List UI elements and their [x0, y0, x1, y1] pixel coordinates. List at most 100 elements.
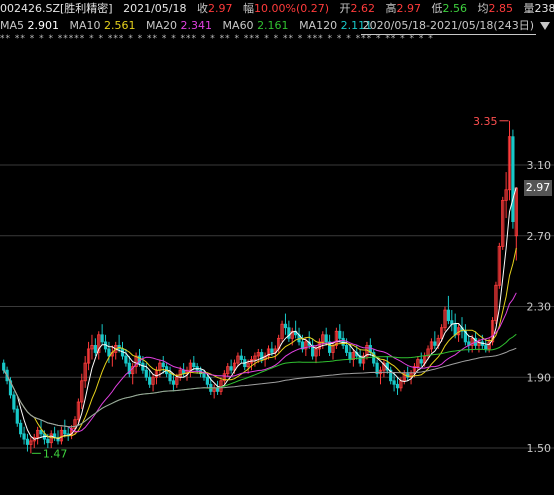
candle-body — [36, 429, 40, 438]
candle-body — [90, 345, 94, 350]
stock-name: [胜利精密] — [60, 2, 113, 15]
ma120-label: MA120 — [299, 19, 338, 32]
high-label: 高 — [385, 2, 397, 15]
candle-body — [341, 337, 345, 346]
event-markers: ** ** * * * ***** * * *** * * ** * * ***… — [0, 34, 434, 44]
low-label: 低 — [431, 2, 443, 15]
candle-body — [25, 438, 30, 445]
candle-body — [314, 348, 318, 357]
candle-body — [127, 362, 131, 375]
y-tick-label: 1.50 — [527, 442, 552, 455]
candle-body — [141, 362, 145, 371]
candle-body — [280, 323, 284, 339]
avg-value: 2.85 — [488, 2, 514, 15]
candle-body — [321, 334, 325, 343]
ma120-value: 2.111 — [340, 19, 373, 32]
ma20-label: MA20 — [146, 19, 178, 32]
low-value: 2.56 — [442, 2, 468, 15]
candle-body — [490, 320, 495, 343]
candle-body — [372, 352, 376, 364]
candle-body — [494, 284, 498, 322]
candle-body — [416, 359, 420, 368]
candle-body — [256, 352, 260, 357]
quote-header: 002426.SZ[胜利精密] 2021/05/18 收2.97 幅10.00%… — [0, 0, 554, 18]
ma5-value: 2.901 — [27, 19, 60, 32]
candle-body — [192, 362, 196, 368]
candle-body — [311, 345, 315, 357]
candle-body — [497, 245, 501, 286]
low-annotation: 1.47 — [43, 447, 68, 460]
candle-body — [239, 355, 243, 360]
candle-body — [266, 348, 271, 357]
high-value: 2.97 — [396, 2, 422, 15]
candle-body — [246, 362, 250, 368]
candle-body — [205, 376, 209, 385]
candle-body — [226, 366, 230, 375]
candle-body — [148, 376, 152, 385]
candle-body — [270, 348, 274, 353]
candle-body — [260, 352, 264, 360]
candle-body — [171, 380, 176, 385]
candle-body — [334, 330, 338, 346]
candle-body — [222, 373, 226, 382]
candle-body — [107, 348, 111, 357]
candle-body — [168, 373, 172, 382]
date-range-selector[interactable]: 2020/05/18-2021/05/18(243日) — [360, 18, 536, 35]
open-value: 2.62 — [350, 2, 376, 15]
candle-body — [151, 376, 155, 385]
candle-body — [392, 380, 396, 385]
candle-body — [80, 380, 84, 403]
candle-body — [507, 136, 512, 191]
candle-body — [86, 348, 91, 364]
change-value: 10.00%(0.27) — [254, 2, 330, 15]
candle-body — [93, 345, 97, 353]
candle-body — [161, 362, 165, 368]
candle-body — [338, 330, 342, 339]
ma60-label: MA60 — [222, 19, 254, 32]
volume-value: 238万 — [534, 2, 554, 15]
candle-body — [8, 380, 13, 396]
candle-body — [409, 373, 413, 378]
change-label: 幅 — [243, 2, 255, 15]
candle-body — [344, 345, 349, 353]
candle-body — [402, 373, 406, 382]
candle-body — [185, 369, 189, 375]
candle-body — [114, 345, 118, 353]
candle-body — [59, 429, 64, 442]
y-tick-label: 3.10 — [527, 159, 552, 172]
candle-body — [453, 323, 457, 336]
ma10-value: 2.561 — [104, 19, 136, 32]
candle-body — [97, 334, 101, 353]
chevron-down-icon[interactable] — [540, 22, 550, 30]
candle-body — [283, 323, 288, 329]
ma10-label: MA10 — [69, 19, 101, 32]
candle-body — [287, 327, 291, 339]
candle-body — [12, 394, 16, 410]
candle-body — [49, 433, 53, 444]
candle-body — [443, 309, 447, 329]
candle-body — [124, 355, 128, 364]
candle-body — [504, 189, 508, 201]
close-label: 收 — [197, 2, 209, 15]
high-annotation: 3.35 — [473, 115, 498, 128]
candle-body — [351, 352, 355, 360]
candle-body — [229, 366, 233, 371]
ma20-value: 2.341 — [180, 19, 213, 32]
candle-body — [15, 408, 19, 424]
candle-body — [477, 341, 481, 346]
candle-body — [202, 373, 206, 378]
y-tick-label: 1.90 — [527, 371, 552, 384]
candle-body — [253, 355, 257, 360]
candle-body — [361, 355, 366, 364]
candle-body — [470, 337, 474, 346]
candle-body — [63, 429, 67, 435]
candle-body — [73, 419, 77, 429]
stock-code: 002426.SZ — [0, 2, 61, 15]
ma10-line — [3, 247, 517, 439]
candle-body — [134, 355, 138, 368]
candle-body — [188, 362, 193, 371]
candle-body — [327, 341, 332, 353]
candle-body — [46, 438, 50, 444]
candle-body — [487, 341, 491, 350]
